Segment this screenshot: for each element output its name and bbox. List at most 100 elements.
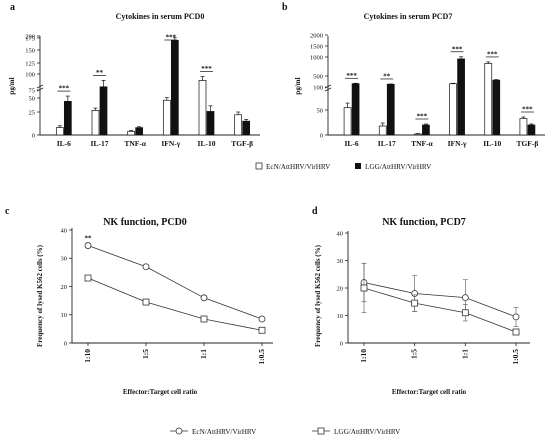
panel-a-bar-lgg	[135, 127, 144, 136]
panel-a-bar-ecn	[162, 99, 171, 136]
panel-b-y-tick-label: 500	[313, 73, 323, 80]
panel-b-category-label: IFN-γ	[448, 139, 467, 148]
panel-b-bar-ecn	[519, 118, 528, 136]
panel-d-title: NK function, PCD7	[382, 217, 466, 228]
panel-b-category-label: IL-17	[378, 139, 396, 148]
panel-d-series-line-lgg	[363, 287, 517, 333]
panel-b-bar-ecn	[414, 133, 422, 136]
panel-d-x-tick-label: 1:1	[460, 349, 469, 359]
panel-b-bar-lgg	[386, 83, 395, 136]
panel-b-category-label: TNF-α	[411, 139, 433, 148]
legend-bottom-label-lgg: LGG/AttHRV/VirHRV	[334, 428, 401, 436]
panel-a-category-label: TNF-α	[124, 139, 146, 148]
panel-d-x-tick-label: 1:10	[359, 349, 368, 363]
panel-c-x-tick-label: 1:0.5	[257, 349, 266, 365]
panel-a-bar-lgg	[63, 101, 72, 136]
panel-d-ylabel: Frequency of lysed K562 cells (%)	[314, 244, 322, 347]
panel-d-point-lgg	[411, 299, 419, 307]
legend-top-label-lgg: LGG/AttHRV/VirHRV	[365, 163, 432, 171]
panel-c-point-lgg	[200, 315, 208, 323]
panel-b-bar-lgg	[527, 124, 536, 136]
panel-b-bar-lgg	[351, 83, 360, 136]
panel-b-significance-label: ***	[417, 113, 428, 121]
panel-d: d NK function, PCD7 Frequency of lysed K…	[312, 206, 530, 396]
panel-c-point-lgg	[142, 298, 150, 306]
panel-letter-a: a	[10, 2, 15, 13]
panel-letter-d: d	[312, 206, 318, 217]
panel-d-y-tick-label: 10	[337, 313, 344, 320]
panel-c-x-tick-label: 1:1	[199, 349, 208, 359]
panel-c-ylabel: Frequency of lysed K562 cells (%)	[36, 244, 44, 347]
panel-b-bar-ecn	[484, 63, 493, 136]
panel-d-y-tick-label: 20	[337, 285, 344, 292]
panel-a-bar-lgg	[99, 86, 108, 136]
panel-d-x-tick-label: 1:5	[410, 349, 419, 359]
panel-d-xlabel: Effector:Target cell ratio	[392, 388, 467, 396]
panel-a-y-tick-label: 0	[32, 132, 35, 139]
panel-c-y-tick-label: 30	[61, 256, 68, 263]
panel-a-axis-break	[36, 87, 44, 92]
panel-b-bar-ecn	[378, 125, 387, 136]
panel-c-y-tick-label: 40	[61, 227, 68, 234]
panel-a-category-label: IL-10	[198, 139, 216, 148]
panel-letter-b: b	[282, 2, 288, 13]
legend-bottom-label-ecn: EcN/AttHRV/VirHRV	[192, 428, 257, 436]
panel-b-significance-label: ***	[487, 50, 498, 58]
panel-b-title: Cytokines in serum PCD7	[364, 12, 453, 21]
panel-b-bar-ecn	[343, 107, 352, 136]
panel-b-bar-ecn	[449, 83, 457, 136]
panel-c: c NK function, PCD0 Frequency of lysed K…	[5, 206, 273, 396]
panel-letter-c: c	[5, 206, 10, 217]
panel-b-significance-label: **	[383, 72, 391, 80]
panel-c-point-ecn	[200, 294, 208, 302]
panel-b-category-label: TGF-β	[516, 139, 538, 148]
panel-a-category-label: TGF-β	[231, 139, 253, 148]
panel-a-y-tick-label: 50	[29, 95, 36, 102]
panel-a-category-label: IL-17	[91, 139, 109, 148]
panel-a-ylabel: pg/ml	[8, 77, 16, 94]
panel-a-y-tick-label: 200	[25, 33, 35, 40]
panel-d-series-line-ecn	[363, 282, 517, 318]
legend-top-label-ecn: EcN/AttHRV/VirHRV	[266, 163, 331, 171]
panel-c-y-tick-label: 10	[61, 312, 68, 319]
legend-top-swatch-lgg	[355, 163, 361, 169]
panel-a-bar-lgg	[242, 120, 251, 136]
panel-d-y-tick-label: 40	[337, 230, 344, 237]
panel-a-bar-ecn	[55, 127, 64, 136]
panel-b-y-tick-label: 0	[320, 132, 323, 139]
panel-a-category-label: IL-6	[57, 139, 71, 148]
legend-bottom-square-marker	[317, 427, 325, 435]
panel-d-x-tick-label: 1:0.5	[511, 349, 520, 365]
panel-b: b Cytokines in serum PCD7 pg/ml 0 50 100 50…	[282, 2, 545, 148]
panel-b-y-tick-label: 50	[317, 107, 324, 114]
panel-a-bar-ecn	[198, 80, 207, 136]
panel-d-point-lgg	[512, 328, 520, 336]
panel-c-point-ecn	[142, 263, 150, 271]
panel-c-significance-label: **	[85, 234, 93, 242]
panel-c-point-lgg	[258, 326, 266, 334]
panel-d-point-ecn	[512, 313, 520, 321]
panel-d-point-lgg	[360, 284, 368, 292]
panel-d-y-tick-label: 30	[337, 258, 344, 265]
panel-b-y-tick-label: 1000	[310, 54, 323, 61]
panel-b-bar-lgg	[457, 58, 465, 136]
panel-c-point-ecn	[258, 315, 266, 323]
panel-a-axis-break	[36, 84, 44, 89]
legend-top-swatch-ecn	[255, 162, 263, 170]
panel-b-y-tick-label: 100	[313, 84, 323, 91]
panel-c-x-tick-label: 1:10	[83, 349, 92, 363]
panel-b-y-tick-label: 1500	[310, 43, 323, 50]
panel-c-y-tick-label: 0	[64, 340, 67, 347]
panel-d-y-tick-label: 0	[340, 340, 343, 347]
panel-d-point-ecn	[461, 294, 469, 302]
panel-a-bar-lgg	[206, 111, 215, 136]
panel-a-y-tick-label: 175	[25, 35, 35, 42]
panel-c-point-lgg	[84, 274, 92, 282]
panel-a-significance-label: ***	[201, 65, 212, 73]
panel-a-bar-ecn	[127, 130, 136, 136]
panel-c-x-tick-label: 1:5	[141, 349, 150, 359]
panel-a-y-tick-label: 125	[25, 60, 35, 67]
panel-b-significance-label: ***	[522, 106, 533, 114]
